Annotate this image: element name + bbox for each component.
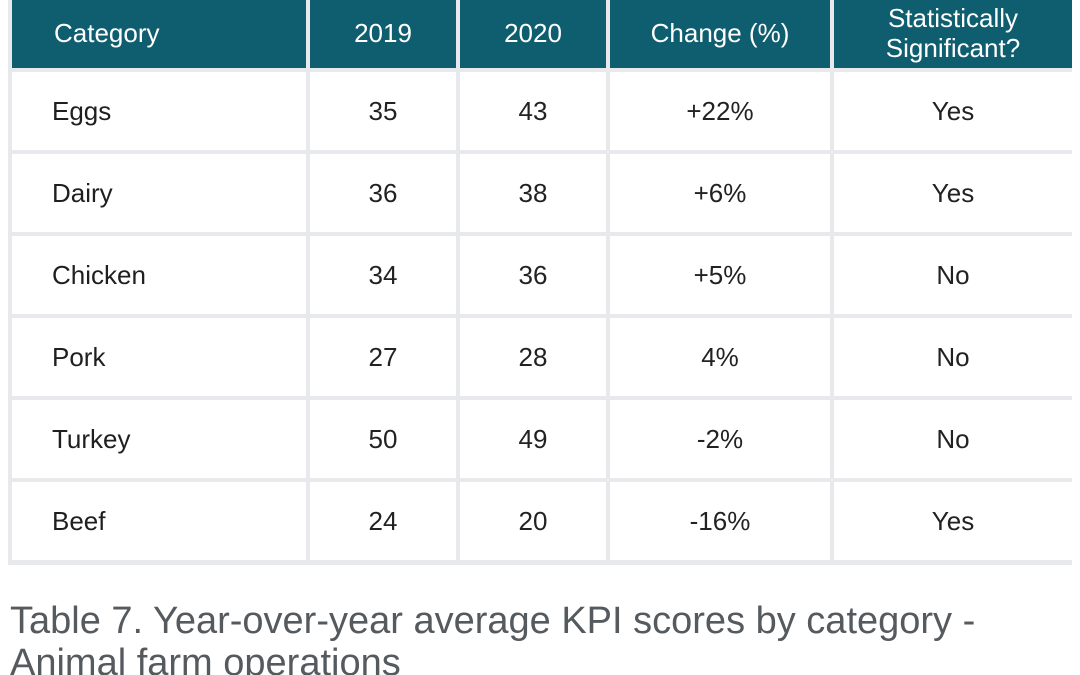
header-change: Change (%)	[610, 0, 830, 68]
cell-2019: 35	[310, 72, 456, 150]
table-row: Turkey 50 49 -2% No	[12, 400, 1072, 478]
table-row: Eggs 35 43 +22% Yes	[12, 72, 1072, 150]
cell-significant: No	[834, 400, 1072, 478]
cell-change: -16%	[610, 482, 830, 560]
cell-significant: Yes	[834, 72, 1072, 150]
kpi-table: Category 2019 2020 Change (%) Statistica…	[8, 0, 1076, 564]
kpi-table-container: Category 2019 2020 Change (%) Statistica…	[8, 0, 1072, 565]
cell-change: +5%	[610, 236, 830, 314]
table-body: Eggs 35 43 +22% Yes Dairy 36 38 +6% Yes …	[12, 72, 1072, 560]
cell-2020: 49	[460, 400, 606, 478]
cell-change: +22%	[610, 72, 830, 150]
cell-2019: 36	[310, 154, 456, 232]
header-significant: Statistically Significant?	[834, 0, 1072, 68]
header-2019: 2019	[310, 0, 456, 68]
cell-category: Beef	[12, 482, 306, 560]
cell-significant: No	[834, 236, 1072, 314]
cell-2019: 34	[310, 236, 456, 314]
cell-2019: 50	[310, 400, 456, 478]
cell-change: +6%	[610, 154, 830, 232]
header-category: Category	[12, 0, 306, 68]
cell-category: Chicken	[12, 236, 306, 314]
cell-category: Dairy	[12, 154, 306, 232]
cell-category: Eggs	[12, 72, 306, 150]
cell-significant: No	[834, 318, 1072, 396]
cell-significant: Yes	[834, 154, 1072, 232]
cell-significant: Yes	[834, 482, 1072, 560]
cell-2020: 28	[460, 318, 606, 396]
cell-2019: 27	[310, 318, 456, 396]
table-caption: Table 7. Year-over-year average KPI scor…	[10, 600, 976, 675]
header-2020: 2020	[460, 0, 606, 68]
table-header: Category 2019 2020 Change (%) Statistica…	[12, 0, 1072, 68]
table-row: Beef 24 20 -16% Yes	[12, 482, 1072, 560]
table-row: Dairy 36 38 +6% Yes	[12, 154, 1072, 232]
cell-2020: 20	[460, 482, 606, 560]
cell-change: 4%	[610, 318, 830, 396]
table-row: Chicken 34 36 +5% No	[12, 236, 1072, 314]
cell-2020: 38	[460, 154, 606, 232]
table-row: Pork 27 28 4% No	[12, 318, 1072, 396]
cell-2020: 36	[460, 236, 606, 314]
header-row: Category 2019 2020 Change (%) Statistica…	[12, 0, 1072, 68]
cell-2020: 43	[460, 72, 606, 150]
cell-2019: 24	[310, 482, 456, 560]
cell-change: -2%	[610, 400, 830, 478]
cell-category: Turkey	[12, 400, 306, 478]
cell-category: Pork	[12, 318, 306, 396]
